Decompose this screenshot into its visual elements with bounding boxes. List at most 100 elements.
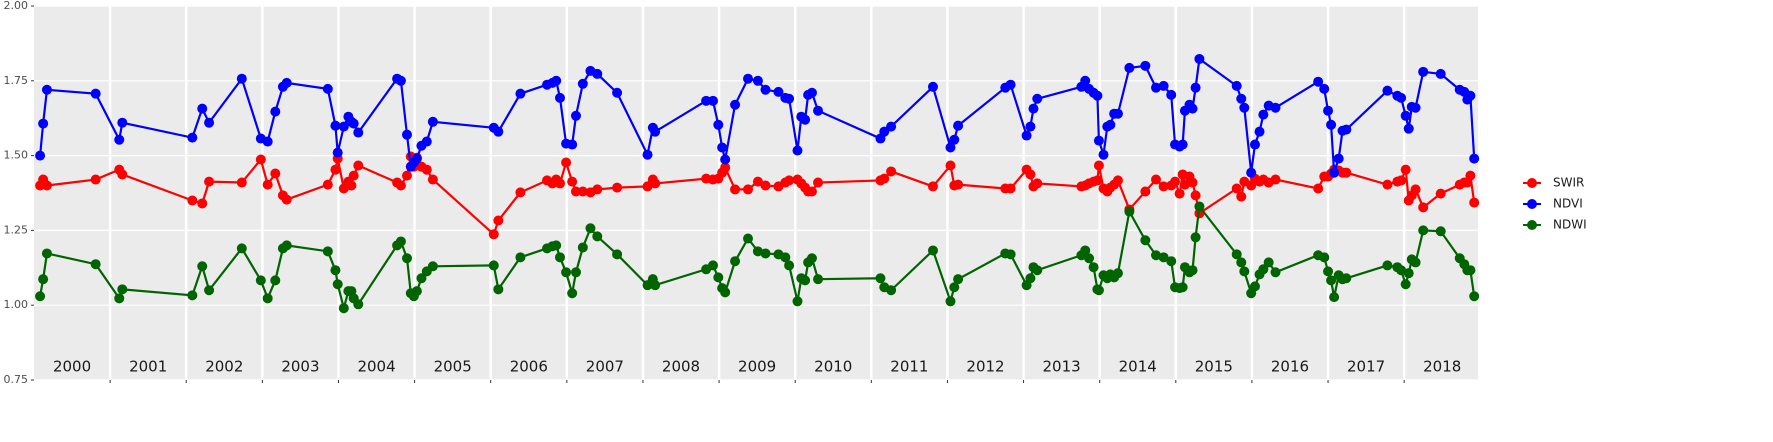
data-point <box>187 195 198 206</box>
data-point <box>1092 175 1103 186</box>
data-point <box>1093 135 1104 146</box>
data-point <box>1158 252 1169 263</box>
data-point <box>515 187 526 198</box>
data-point <box>1236 257 1247 268</box>
data-point <box>927 81 938 92</box>
data-point <box>330 164 341 175</box>
data-point <box>1231 183 1242 194</box>
data-point <box>1270 174 1281 185</box>
data-point <box>90 88 101 99</box>
data-point <box>1258 264 1269 275</box>
data-point <box>395 180 406 191</box>
data-point <box>427 116 438 127</box>
data-point <box>1341 273 1352 284</box>
data-point <box>1382 85 1393 96</box>
y-tick-label: 1.00 <box>4 298 29 311</box>
data-point <box>1396 175 1407 186</box>
data-point <box>401 170 412 181</box>
data-point <box>752 246 763 257</box>
data-point <box>784 260 795 271</box>
data-point <box>1341 167 1352 178</box>
data-point <box>720 162 731 173</box>
year-label: 2012 <box>966 358 1004 376</box>
data-point <box>1239 102 1250 113</box>
data-point <box>493 284 504 295</box>
data-point <box>1231 249 1242 260</box>
legend-label: SWIR <box>1553 176 1584 190</box>
legend-marker <box>1527 199 1537 209</box>
data-point <box>1080 75 1091 86</box>
data-point <box>752 176 763 187</box>
data-point <box>38 118 49 129</box>
y-tick-label: 1.50 <box>4 149 29 162</box>
data-point <box>1418 66 1429 77</box>
data-point <box>1080 245 1091 256</box>
data-point <box>1140 186 1151 197</box>
data-point <box>927 181 938 192</box>
data-point <box>1028 103 1039 114</box>
data-point <box>1021 130 1032 141</box>
data-point <box>1194 53 1205 64</box>
data-point <box>1179 179 1190 190</box>
data-point <box>395 75 406 86</box>
data-point <box>1158 80 1169 91</box>
data-point <box>1124 206 1135 217</box>
data-point <box>187 132 198 143</box>
data-point <box>879 126 890 137</box>
data-point <box>515 88 526 99</box>
data-point <box>117 117 128 128</box>
data-point <box>577 78 588 89</box>
data-point <box>1341 124 1352 135</box>
data-point <box>743 184 754 195</box>
data-point <box>332 279 343 290</box>
data-point <box>322 246 333 257</box>
data-point <box>945 160 956 171</box>
year-label: 2013 <box>1043 358 1081 376</box>
data-point <box>421 164 432 175</box>
data-point <box>1396 265 1407 276</box>
data-point <box>1319 252 1330 263</box>
data-point <box>41 180 52 191</box>
data-point <box>1435 226 1446 237</box>
data-point <box>879 173 890 184</box>
data-point <box>1190 82 1201 93</box>
data-point <box>411 153 422 164</box>
data-point <box>1105 119 1116 130</box>
data-point <box>1465 265 1476 276</box>
data-point <box>650 178 661 189</box>
data-point <box>1151 250 1162 261</box>
data-point <box>493 126 504 137</box>
data-point <box>570 110 581 121</box>
data-point <box>1140 235 1151 246</box>
data-point <box>953 274 964 285</box>
data-point <box>427 174 438 185</box>
data-point <box>1418 202 1429 213</box>
data-point <box>1112 268 1123 279</box>
data-point <box>353 299 364 310</box>
data-point <box>204 117 215 128</box>
data-point <box>1093 285 1104 296</box>
data-point <box>117 284 128 295</box>
legend-label: NDVI <box>1553 197 1583 211</box>
data-point <box>730 99 741 110</box>
data-point <box>886 121 897 132</box>
data-point <box>561 157 572 168</box>
data-point <box>1005 79 1016 90</box>
data-point <box>813 177 824 188</box>
data-point <box>743 73 754 84</box>
data-point <box>1410 184 1421 195</box>
data-point <box>187 290 198 301</box>
data-point <box>1170 176 1181 187</box>
data-point <box>1396 92 1407 103</box>
data-point <box>1465 170 1476 181</box>
data-point <box>1032 93 1043 104</box>
data-point <box>784 93 795 104</box>
data-point <box>1194 201 1205 212</box>
data-point <box>1177 282 1188 293</box>
data-point <box>1005 249 1016 260</box>
year-label: 2000 <box>53 358 91 376</box>
data-point <box>338 303 349 314</box>
data-point <box>1093 160 1104 171</box>
data-point <box>760 180 771 191</box>
